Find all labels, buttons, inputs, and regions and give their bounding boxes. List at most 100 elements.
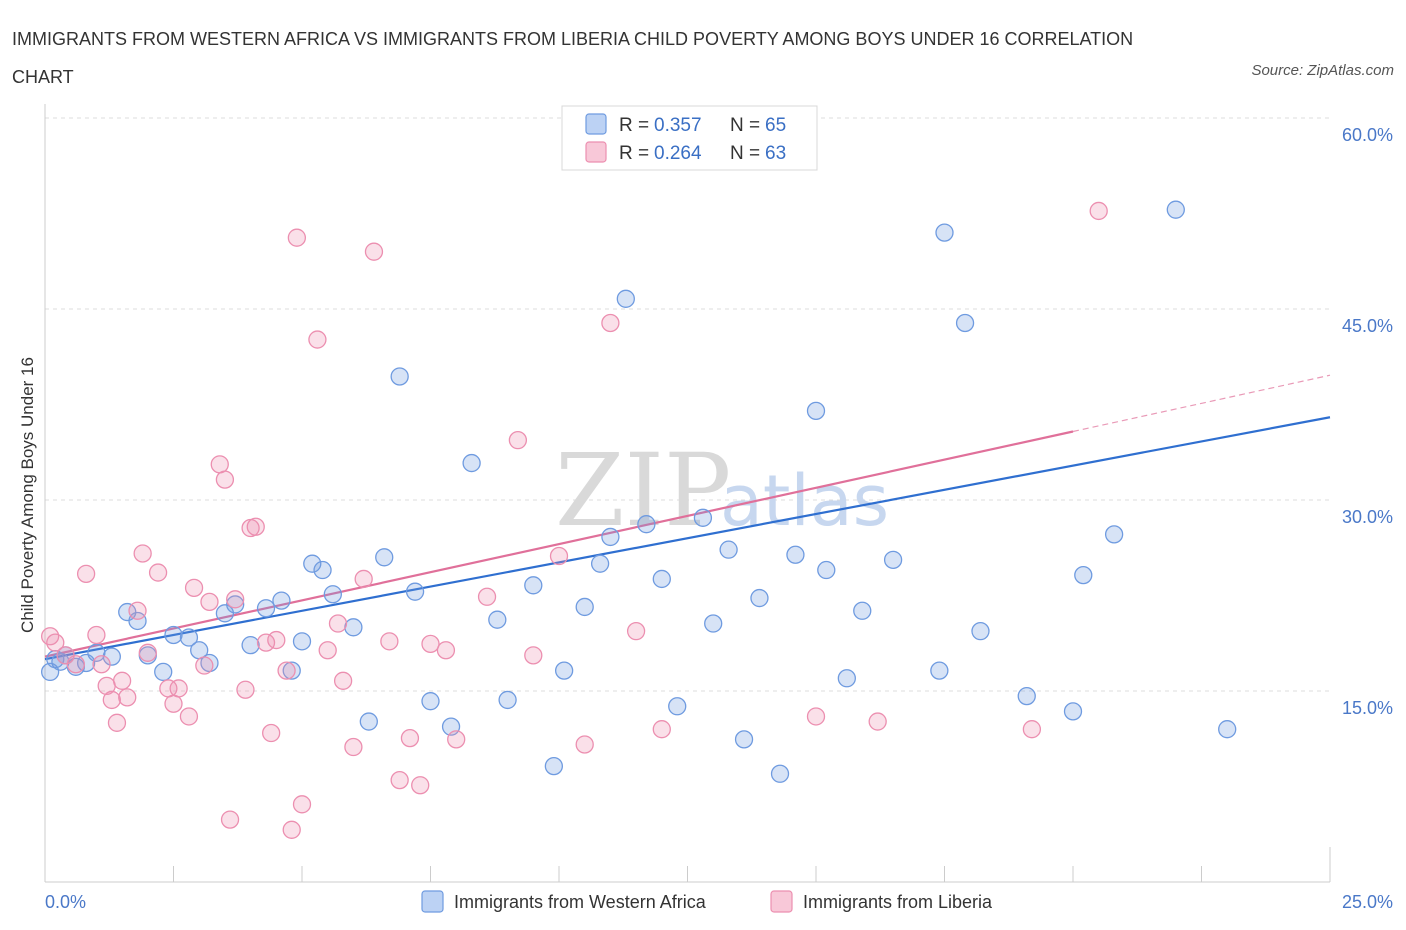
bottom-legend-swatch-western-africa (421, 890, 444, 913)
point-series1-31 (262, 723, 281, 743)
legend-n-label-2: N = (730, 143, 760, 164)
point-series1-20 (184, 578, 204, 598)
y-tick-label-0: 15.0% (1342, 698, 1393, 718)
point-series1-14 (138, 643, 157, 662)
point-series0-40 (590, 554, 610, 573)
point-series1-22 (200, 592, 219, 612)
point-series1-42 (354, 569, 373, 589)
y-tick-label-1: 30.0% (1342, 507, 1393, 527)
point-series1-38 (318, 641, 337, 660)
point-series1-44 (380, 632, 399, 651)
point-series1-51 (477, 587, 497, 606)
point-series0-27 (359, 712, 378, 731)
point-series1-34 (282, 820, 301, 839)
point-series0-23 (303, 554, 322, 573)
point-series0-66 (1218, 720, 1237, 739)
point-series0-31 (421, 692, 440, 711)
point-series0-30 (405, 582, 425, 601)
point-series0-46 (693, 508, 713, 527)
legend-r-label-1: R = (619, 115, 649, 136)
y-tick-label-3: 60.0% (1342, 125, 1393, 145)
point-series0-64 (1074, 565, 1093, 585)
x-tick-label-max: 25.0% (1342, 892, 1393, 912)
point-series1-25 (220, 810, 240, 829)
point-series1-39 (328, 614, 348, 633)
point-series0-33 (462, 453, 481, 473)
point-series1-27 (236, 680, 255, 699)
point-series1-37 (308, 330, 327, 349)
point-series1-60 (868, 712, 887, 731)
legend-swatch-western-africa (585, 113, 607, 135)
bottom-legend: Immigrants from Western Africa Immigrant… (421, 890, 993, 913)
point-series0-45 (668, 697, 687, 716)
point-series1-33 (277, 661, 296, 680)
point-series1-11 (118, 688, 137, 707)
point-series0-24 (313, 560, 332, 580)
point-series0-29 (390, 367, 409, 386)
legend-swatch-liberia (585, 141, 607, 163)
point-series1-52 (508, 431, 528, 450)
point-series1-61 (1022, 720, 1042, 739)
point-series1-62 (1089, 201, 1108, 221)
point-series0-39 (575, 597, 594, 617)
point-series1-6 (92, 655, 111, 674)
point-series1-15 (148, 563, 168, 582)
point-series1-48 (421, 634, 440, 654)
point-series1-23 (210, 455, 229, 474)
point-series0-9 (128, 611, 147, 631)
point-series0-56 (853, 601, 872, 620)
point-series0-49 (734, 730, 754, 749)
point-series1-13 (133, 544, 152, 563)
point-series0-67 (1166, 200, 1185, 219)
point-series1-36 (292, 795, 312, 814)
point-series1-21 (195, 656, 214, 675)
point-series1-19 (179, 707, 199, 726)
point-series0-58 (930, 661, 949, 680)
source-label: Source: ZipAtlas.com (1251, 62, 1394, 79)
chart-title: IMMIGRANTS FROM WESTERN AFRICA VS IMMIGR… (12, 29, 1134, 87)
point-series0-13 (179, 628, 199, 647)
y-tick-labels: 15.0% 30.0% 45.0% 60.0% (1342, 125, 1393, 718)
point-series0-34 (488, 610, 507, 629)
legend-r-label-2: R = (619, 143, 649, 164)
point-series1-10 (112, 671, 132, 690)
point-series0-52 (786, 545, 805, 564)
point-series0-18 (241, 636, 260, 655)
point-series0-20 (272, 591, 291, 610)
point-series0-36 (524, 576, 543, 595)
top-legend: R = 0.357 N = 65 R = 0.264 N = 63 (561, 105, 818, 171)
bottom-legend-label-western-africa: Immigrants from Western Africa (454, 892, 707, 912)
point-series1-3 (66, 655, 85, 674)
point-series0-54 (817, 560, 836, 580)
point-series1-41 (344, 737, 363, 757)
point-series0-35 (498, 690, 517, 710)
axes (44, 104, 1331, 883)
point-series1-24 (215, 470, 235, 489)
point-series0-12 (164, 625, 183, 645)
data-points (40, 200, 1237, 839)
point-series1-47 (411, 776, 430, 795)
point-series1-17 (164, 694, 183, 713)
y-axis-label: Child Poverty Among Boys Under 16 (18, 357, 37, 633)
point-series0-44 (652, 569, 671, 589)
point-series1-26 (226, 590, 245, 609)
point-series1-45 (390, 770, 409, 790)
point-series0-37 (544, 756, 564, 776)
point-series0-63 (1063, 702, 1083, 721)
point-series1-49 (436, 641, 456, 660)
point-series0-50 (750, 588, 769, 608)
point-series1-57 (626, 622, 646, 641)
legend-r-value-1: 0.357 (654, 115, 702, 136)
trend-line-0 (44, 416, 1331, 661)
legend-r-value-2: 0.264 (654, 143, 702, 164)
point-series0-26 (344, 618, 363, 637)
point-series1-56 (601, 313, 620, 333)
point-series0-57 (883, 550, 903, 569)
point-series0-48 (719, 540, 738, 559)
point-series0-59 (935, 223, 954, 242)
point-series0-38 (554, 661, 574, 680)
point-series1-54 (549, 546, 569, 566)
point-series1-40 (333, 671, 353, 690)
point-series0-19 (256, 599, 276, 618)
